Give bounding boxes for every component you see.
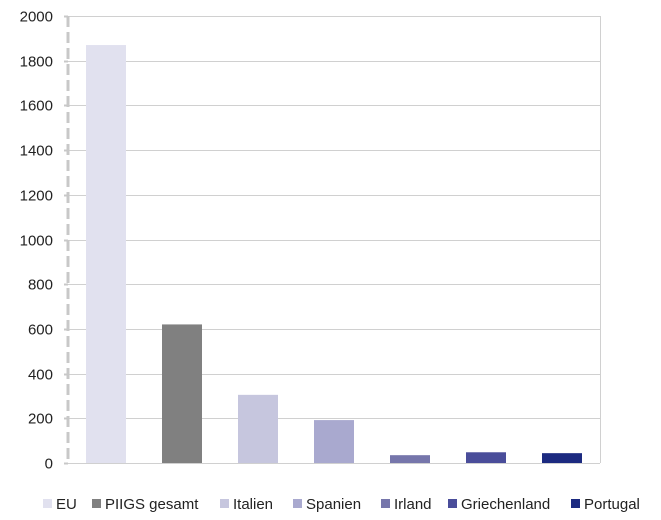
bar-spanien	[314, 420, 354, 463]
y-tick-label: 1000	[20, 233, 53, 250]
bars	[86, 45, 582, 464]
y-tick-labels: 0 200 400 600 800 1000 1200 1400 1600 1800 2000	[20, 9, 53, 473]
legend-swatch	[448, 499, 457, 508]
y-tick-label: 1600	[20, 98, 53, 115]
y-tick-label: 200	[28, 411, 53, 428]
bar-italien	[238, 394, 278, 463]
y-tick-label: 600	[28, 322, 53, 339]
y-tick-label: 800	[28, 277, 53, 294]
legend-swatch	[220, 499, 229, 508]
legend-label: EU	[56, 496, 77, 513]
bar-griechenland	[466, 452, 506, 463]
y-tick-label: 2000	[20, 9, 53, 26]
gridlines	[68, 16, 601, 464]
bar-portugal	[542, 453, 582, 463]
legend-swatch	[293, 499, 302, 508]
legend-label: Portugal	[584, 496, 640, 513]
legend-label: Spanien	[306, 496, 361, 513]
bar-irland	[390, 455, 430, 463]
y-tick-label: 1400	[20, 143, 53, 160]
legend: EU PIIGS gesamt Italien Spanien Irland Griech…	[43, 496, 640, 513]
legend-label: PIIGS gesamt	[105, 496, 199, 513]
legend-swatch	[381, 499, 390, 508]
bar-piigs-gesamt	[162, 324, 202, 463]
legend-label: Italien	[233, 496, 273, 513]
y-tick-label: 1800	[20, 54, 53, 71]
legend-label: Irland	[394, 496, 432, 513]
legend-swatch	[92, 499, 101, 508]
y-tick-label: 0	[45, 456, 53, 473]
legend-label: Griechenland	[461, 496, 550, 513]
legend-swatch	[571, 499, 580, 508]
y-tick-label: 400	[28, 367, 53, 384]
y-axis	[64, 15, 70, 465]
bar-eu	[86, 45, 126, 464]
legend-swatch	[43, 499, 52, 508]
y-tick-label: 1200	[20, 188, 53, 205]
